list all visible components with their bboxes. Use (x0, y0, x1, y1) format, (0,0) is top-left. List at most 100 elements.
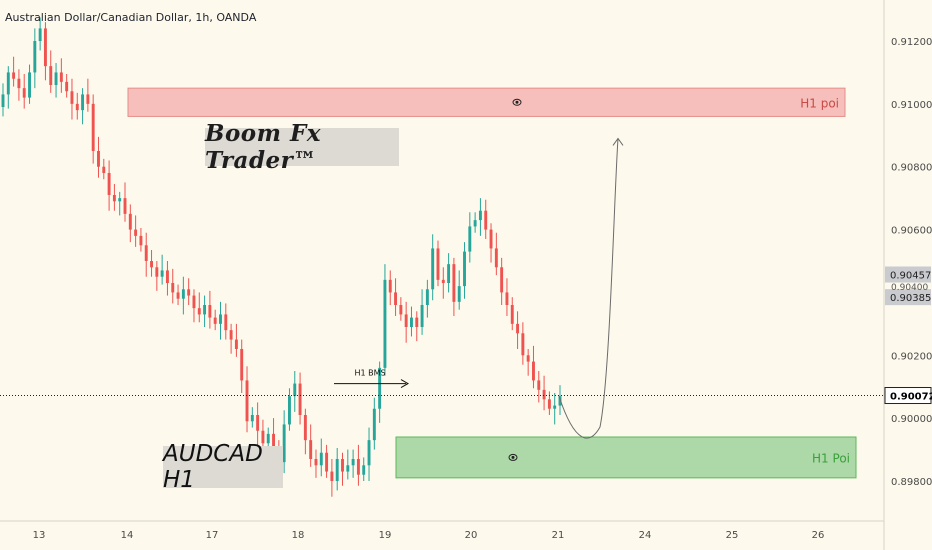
x-tick-label: 14 (121, 530, 134, 541)
candle-body (192, 295, 196, 309)
candle-body (107, 173, 111, 195)
y-tick-label: 0.90600 (891, 226, 932, 237)
x-tick-label: 25 (726, 530, 739, 541)
projection-arrow-icon (612, 137, 624, 146)
y-tick-label: 0.91200 (891, 37, 932, 48)
candle-body (494, 248, 498, 268)
candle-body (521, 333, 525, 356)
candle-body (341, 459, 344, 472)
candle-body (410, 317, 413, 327)
candle-body (447, 264, 451, 283)
candle-body (500, 267, 504, 293)
price-tag (885, 266, 931, 283)
candle-body (542, 389, 546, 400)
candle-body (65, 81, 69, 92)
candle-body (22, 88, 26, 98)
candle-body (303, 415, 307, 441)
candle-body (282, 424, 286, 463)
candle-body (86, 94, 90, 104)
candle-body (547, 399, 551, 409)
candle-body (372, 408, 376, 441)
candle-body (404, 314, 408, 327)
supply-zone (127, 87, 846, 117)
candle-body (325, 452, 329, 472)
x-tick-label: 24 (639, 530, 652, 541)
candle-body (139, 235, 143, 246)
candle-body (394, 292, 398, 305)
candle-body (150, 261, 153, 268)
candle-body (234, 339, 238, 349)
candle-body (43, 28, 47, 67)
brand-label: Boom Fx Trader™ (205, 120, 399, 174)
hidden-price-label: 0.90400 (891, 283, 928, 293)
candle-body (415, 317, 419, 327)
candle-body (59, 72, 63, 82)
candle-body (128, 213, 132, 230)
x-tick-label: 17 (206, 530, 219, 541)
candle-body (250, 415, 254, 422)
candle-body (298, 383, 302, 415)
candle-body (187, 289, 191, 296)
candle-body (367, 440, 371, 466)
candle-body (165, 270, 169, 283)
candle-body (6, 72, 10, 95)
candle-body (293, 383, 297, 397)
candle-body (97, 151, 100, 167)
candle-body (537, 380, 541, 390)
chart-title: Australian Dollar/Canadian Dollar, 1h, O… (5, 11, 257, 24)
candle-body (171, 283, 175, 293)
candle-body (516, 323, 520, 334)
y-tick-label: 0.90800 (891, 163, 932, 174)
candle-body (208, 305, 212, 318)
candle-body (532, 361, 535, 381)
candle-body (351, 459, 355, 466)
candle-body (102, 166, 106, 173)
price-tag-label: 0.90457 (890, 271, 931, 282)
projection-path (558, 138, 619, 439)
candle-body (425, 289, 429, 305)
candle-body (510, 305, 514, 324)
candle-body (123, 198, 127, 214)
y-tick-label: 0.91000 (891, 100, 932, 111)
x-tick-label: 26 (812, 530, 825, 541)
candle-body (17, 78, 21, 89)
candle-body (219, 314, 222, 324)
candle-body (457, 286, 461, 302)
candle-body (436, 248, 440, 280)
candle-body (118, 198, 122, 202)
candle-body (431, 248, 435, 290)
candle-body (203, 305, 207, 315)
candle-body (134, 229, 138, 236)
x-tick-label: 19 (379, 530, 392, 541)
zone-label: H1 Poi (812, 451, 850, 465)
candle-body (245, 380, 249, 422)
candle-body (1, 94, 5, 107)
candle-body (399, 305, 403, 315)
candle-body (256, 415, 260, 431)
candle-body (489, 229, 493, 249)
demand-zone (395, 436, 857, 479)
candle-body (224, 314, 228, 331)
eye-pupil-icon (515, 100, 519, 104)
price-tag (884, 387, 932, 405)
y-tick-label: 0.90200 (891, 351, 932, 362)
candle-body (388, 279, 392, 293)
candle-body (558, 396, 562, 406)
candle-body (176, 292, 180, 299)
x-tick-label: 20 (465, 530, 478, 541)
x-tick-label: 18 (292, 530, 305, 541)
price-tag-label: 0.90072 (890, 392, 932, 403)
candle-body (484, 210, 488, 230)
candle-body (181, 289, 185, 299)
y-tick-label: 0.89800 (891, 477, 932, 488)
candle-body (330, 471, 334, 481)
candle-body (505, 292, 509, 305)
price-tag-label: 0.90385 (890, 293, 931, 304)
candle-body (155, 267, 159, 277)
candle-body (266, 433, 270, 444)
pair-label: AUDCAD H1 (163, 441, 283, 493)
bms-label: H1 BMS (354, 369, 385, 378)
x-tick-label: 21 (552, 530, 565, 541)
y-tick-label: 0.90000 (891, 414, 932, 425)
